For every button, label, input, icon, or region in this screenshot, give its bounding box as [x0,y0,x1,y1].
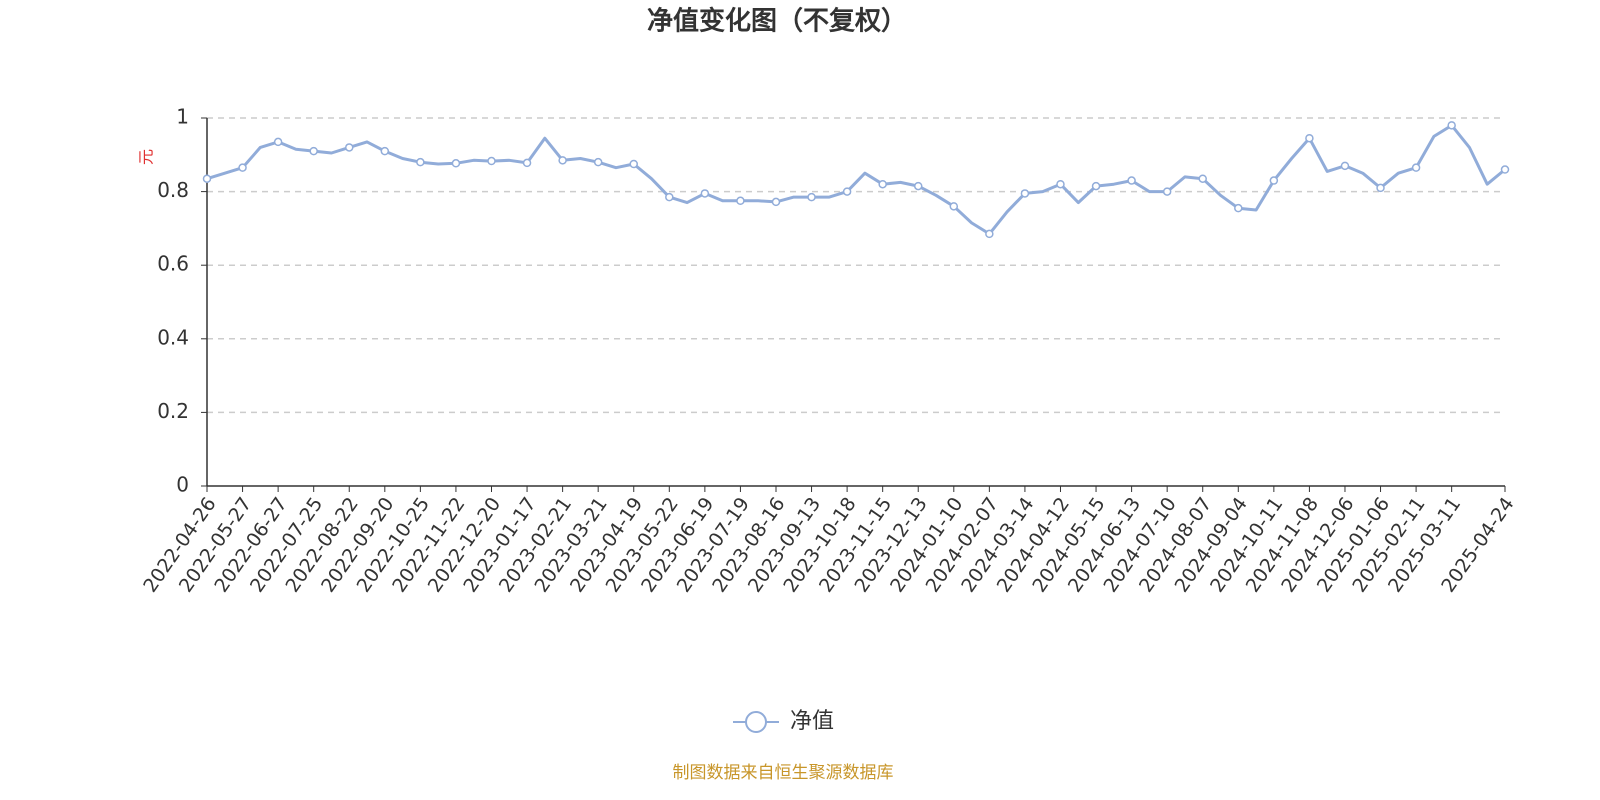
point [807,192,816,202]
point [736,196,745,206]
y-tick-label: 0.4 [157,325,189,349]
point [1234,203,1243,213]
footer: 制图数据来自恒生聚源数据库 [673,763,894,783]
y-tick-label: 0.2 [157,399,189,423]
point [985,229,994,239]
point [1340,161,1350,171]
point [771,197,781,207]
point [1447,121,1456,130]
point [1411,163,1421,172]
point [1305,133,1314,143]
point [380,146,390,156]
point [1162,187,1172,196]
point [451,159,461,168]
point [1376,183,1385,193]
point [487,156,496,166]
point [558,156,567,165]
point [1127,176,1136,185]
point [593,157,603,167]
point [522,158,532,168]
point [629,159,638,169]
point [1091,181,1101,191]
point [913,181,923,191]
chart-title: 净值变化图（不复权） [647,6,907,37]
point [309,146,318,156]
y-tick-label: 0.8 [157,178,189,202]
point [1500,165,1510,174]
y-axis-label: 元 [137,149,156,165]
y-tick-label: 0 [176,473,189,497]
legend-marker [745,711,767,733]
point [202,174,212,183]
point [1020,189,1030,198]
point [238,163,247,172]
point [700,189,710,198]
y-tick-label: 0.6 [157,252,189,276]
point [1198,174,1207,183]
point [416,157,425,167]
point [665,192,674,202]
point [949,202,959,211]
point [1269,176,1279,185]
point [878,179,887,189]
point [842,187,852,196]
legend-label: 净值 [790,709,834,734]
point [1056,179,1065,189]
point [273,137,283,147]
point [344,143,354,152]
y-tick-label: 1 [176,105,189,129]
